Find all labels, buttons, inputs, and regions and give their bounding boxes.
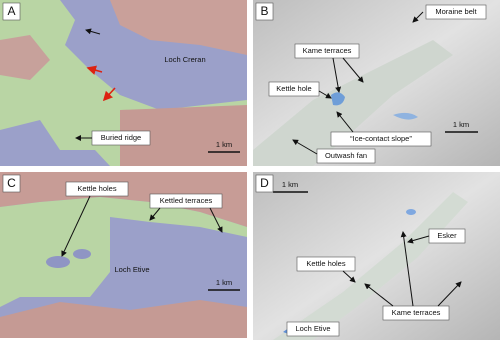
callout: Kame terraces <box>392 308 441 317</box>
panel-a: Loch Creran Buried ridge 1 km A <box>0 0 247 166</box>
arrow <box>407 235 430 244</box>
letter-box <box>2 174 21 193</box>
callout: Loch Etive <box>295 324 330 333</box>
callout: Moraine belt <box>435 7 477 16</box>
arrow <box>336 111 354 133</box>
hills <box>0 172 247 227</box>
callout: Esker <box>437 231 457 240</box>
callout-box <box>316 148 376 164</box>
kettle <box>46 256 70 268</box>
arrow <box>412 11 424 23</box>
callout-box <box>425 4 487 20</box>
place-label: Loch Etive <box>114 265 149 274</box>
callout-box <box>286 321 340 337</box>
letter-box <box>2 2 21 21</box>
callout: “Ice-contact slope” <box>350 134 412 143</box>
letter-box <box>255 2 274 21</box>
hills <box>110 0 247 55</box>
arrow <box>85 28 101 35</box>
callout-box <box>330 131 432 147</box>
letter-box <box>255 174 274 193</box>
arrow <box>400 231 414 307</box>
hills <box>120 105 247 166</box>
lake <box>406 209 416 215</box>
arrow <box>209 207 223 233</box>
callout: Buried ridge <box>101 133 141 142</box>
valley <box>273 192 468 340</box>
arrow <box>318 90 332 99</box>
callout: Kettle holes <box>77 184 116 193</box>
arrow <box>86 65 103 75</box>
arrow <box>342 57 364 83</box>
arrow <box>61 195 91 257</box>
callout-box <box>296 256 356 272</box>
panel-letter: C <box>7 176 16 190</box>
arrow <box>102 87 116 102</box>
panel-letter: B <box>260 4 268 18</box>
place-label: Loch Creran <box>164 55 205 64</box>
arrow <box>292 139 318 155</box>
valley <box>253 40 453 166</box>
panel-letter: A <box>7 4 15 18</box>
arrow <box>364 283 394 307</box>
panel-d: 1 km Esker Kettle holes Kame terraces Lo… <box>253 172 500 340</box>
arrow <box>437 281 462 307</box>
arrow <box>342 270 356 283</box>
panel-c: Kettle holes Kettled terraces Loch Etive… <box>0 172 247 338</box>
callout-box <box>382 305 450 321</box>
scale-label: 1 km <box>282 180 298 189</box>
land <box>0 197 247 307</box>
callout-box <box>268 81 320 97</box>
arrow <box>149 207 161 221</box>
callout: Kettle holes <box>306 259 345 268</box>
scale-label: 1 km <box>453 120 469 129</box>
arrow <box>332 57 342 93</box>
callout-box <box>65 181 129 197</box>
kettle <box>331 92 345 106</box>
hills <box>0 35 50 80</box>
callout: Outwash fan <box>325 151 367 160</box>
scale-label: 1 km <box>216 140 232 149</box>
callout: Kettle hole <box>276 84 311 93</box>
kettle <box>73 249 91 259</box>
callout-box <box>149 193 223 209</box>
scale-label: 1 km <box>216 278 232 287</box>
hills <box>0 300 247 338</box>
terrain <box>253 172 500 340</box>
callout-box <box>294 43 360 59</box>
lake <box>393 112 418 120</box>
callout: Kame terraces <box>303 46 352 55</box>
panel-b: Moraine belt Kame terraces Kettle hole “… <box>253 0 500 166</box>
panel-letter: D <box>260 176 269 190</box>
callout: Kettled terraces <box>160 196 213 205</box>
